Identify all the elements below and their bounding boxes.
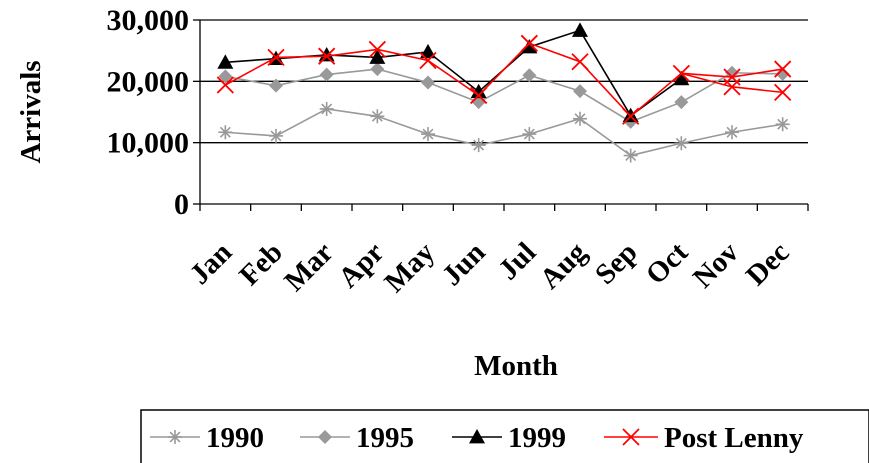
data-point — [622, 107, 639, 123]
data-point — [674, 95, 689, 110]
data-point — [318, 430, 332, 444]
data-point — [571, 53, 589, 71]
series-1995 — [218, 62, 790, 129]
data-point — [774, 60, 792, 78]
x-tick-label: Sep — [589, 236, 644, 291]
data-point — [520, 34, 538, 52]
legend-box — [140, 409, 869, 463]
x-axis-label: Month — [474, 350, 558, 382]
data-point — [370, 62, 385, 77]
y-tick-label: 30,000 — [107, 4, 190, 37]
legend: 1990 1995 1999 Post Lenny — [140, 409, 869, 463]
data-point — [723, 68, 741, 86]
data-point — [572, 22, 588, 37]
data-point — [318, 46, 335, 62]
data-point — [368, 40, 386, 59]
data-point — [421, 75, 435, 90]
y-tick-labels: 0 10,000 20,000 30,000 — [107, 4, 190, 221]
y-axis-label: Arrivals — [15, 60, 47, 163]
x-tick-label: Nov — [687, 236, 745, 294]
legend-item: 1999 — [452, 422, 566, 454]
data-point — [470, 86, 488, 105]
x-tick-label: Mar — [278, 236, 339, 297]
data-point — [218, 69, 233, 84]
series-lines — [216, 22, 792, 163]
y-tick-label: 20,000 — [107, 65, 190, 98]
gridlines — [200, 19, 808, 144]
legend-item: Post Lenny — [604, 422, 804, 454]
legend-item: 1995 — [300, 422, 414, 454]
legend-label: Post Lenny — [664, 422, 804, 454]
series-post-lenny — [216, 34, 792, 125]
y-tick-label: 10,000 — [107, 127, 190, 160]
legend-label: 1995 — [356, 422, 414, 454]
x-tick-label: Apr — [332, 236, 390, 294]
data-point — [774, 83, 792, 102]
series-post-lenny-second-trace — [681, 60, 792, 86]
data-point — [318, 47, 336, 65]
data-point — [521, 38, 538, 54]
data-point — [269, 78, 283, 93]
data-point — [573, 84, 587, 99]
x-tick-label: Aug — [534, 236, 593, 295]
data-point — [673, 70, 690, 86]
data-point — [217, 54, 234, 69]
data-point — [267, 48, 285, 67]
data-point — [622, 107, 640, 125]
axes — [193, 19, 809, 211]
data-point — [522, 68, 537, 83]
series-line — [224, 42, 783, 118]
legend-label: 1999 — [508, 422, 566, 454]
x-tick-label: Oct — [640, 236, 695, 291]
x-tick-label: Jan — [184, 236, 239, 291]
x-tick-label: Feb — [233, 236, 289, 292]
data-point — [622, 428, 640, 446]
x-tick-label: Dec — [740, 236, 796, 292]
data-point — [469, 429, 485, 444]
series-line — [225, 108, 783, 157]
data-point — [419, 51, 437, 70]
series-line — [225, 68, 783, 123]
data-point — [319, 67, 334, 82]
series-line — [225, 29, 682, 117]
x-tick-label: Jun — [436, 236, 492, 292]
data-point — [216, 76, 234, 94]
y-tick-label: 0 — [174, 188, 189, 221]
data-point — [420, 43, 436, 59]
x-tick-label: May — [378, 236, 441, 299]
data-point — [775, 66, 790, 81]
data-point — [470, 83, 487, 99]
legend-item: 1990 — [150, 422, 264, 454]
legend-label: 1990 — [206, 422, 264, 454]
series-1999 — [217, 22, 690, 123]
x-tick-label: Jul — [492, 236, 542, 286]
data-point — [369, 49, 386, 64]
series-1990 — [218, 101, 790, 163]
